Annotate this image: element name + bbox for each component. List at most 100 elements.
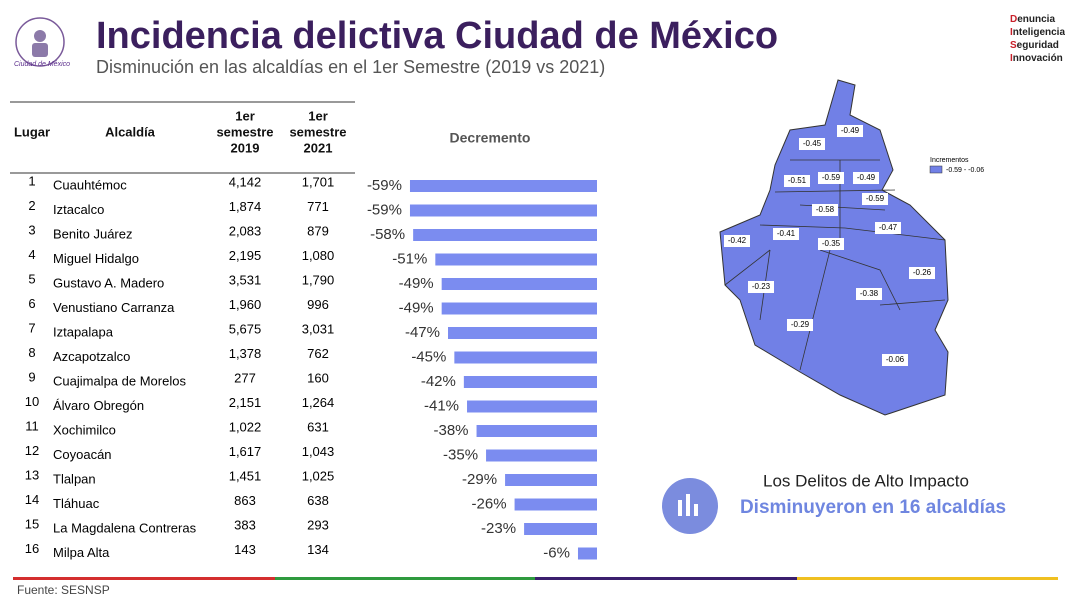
- alcaldia: Gustavo A. Madero: [53, 275, 164, 290]
- title: Incidencia delictiva Ciudad de México: [96, 15, 778, 57]
- value-2021: 1,025: [302, 468, 335, 483]
- bar-label: -59%: [367, 177, 402, 194]
- bar-label: -58%: [370, 226, 405, 243]
- map-label-box: [818, 238, 844, 250]
- bar: [435, 253, 597, 266]
- bar-label: -6%: [543, 544, 570, 561]
- map: -0.49 -0.45 -0.51 -0.59 -0.49 -0.59 -0.58 -0.42…: [719, 79, 984, 416]
- alcaldia: Tláhuac: [53, 496, 100, 511]
- alcaldia: Álvaro Obregón: [53, 398, 144, 413]
- bar-label: -45%: [411, 348, 446, 365]
- alcaldia: Cuauhtémoc: [53, 177, 127, 192]
- map-label: -0.51: [788, 176, 807, 185]
- column-header: semestre: [216, 124, 273, 139]
- map-label-box: [724, 235, 750, 247]
- bar: [409, 180, 597, 192]
- bars-title: Decremento: [450, 130, 531, 146]
- footer-stripe: [13, 577, 275, 580]
- column-header: Lugar: [14, 124, 50, 139]
- column-header: 2019: [231, 140, 260, 155]
- icon-bar: [686, 494, 690, 516]
- bar: [441, 302, 597, 315]
- bar: [524, 523, 597, 535]
- rank: 1: [28, 173, 35, 188]
- bar-label: -59%: [367, 201, 402, 218]
- map-label-box: [882, 354, 908, 366]
- callout-line1: Los Delitos de Alto Impacto: [763, 471, 969, 490]
- alcaldia: Miguel Hidalgo: [53, 251, 139, 266]
- map-label: -0.38: [860, 289, 879, 298]
- map-label-box: [784, 175, 810, 187]
- value-2021: 631: [307, 419, 329, 434]
- map-label: -0.26: [913, 268, 932, 277]
- map-label-box: [862, 193, 888, 205]
- value-2019: 1,451: [229, 468, 262, 483]
- alcaldia: Benito Juárez: [53, 226, 133, 241]
- value-2019: 143: [234, 542, 256, 557]
- map-border: [759, 224, 846, 229]
- map-border: [724, 249, 771, 286]
- legend-title: Incrementos: [930, 157, 969, 164]
- map-label-box: [875, 222, 901, 234]
- value-2019: 4,142: [229, 174, 262, 189]
- map-label: -0.41: [777, 229, 796, 238]
- logo-ring: [15, 17, 65, 67]
- map-label-box: [773, 228, 799, 240]
- map-border: [774, 189, 896, 193]
- rank: 16: [25, 541, 39, 556]
- column-header: Alcaldía: [105, 124, 156, 139]
- column-header: 1er: [235, 108, 255, 123]
- rank: 11: [25, 418, 39, 433]
- alcaldia: La Magdalena Contreras: [53, 520, 197, 535]
- bar: [463, 376, 597, 388]
- bar: [476, 425, 597, 437]
- bar-label: -49%: [399, 299, 434, 316]
- bar: [467, 400, 597, 413]
- map-border: [799, 249, 831, 371]
- subtitle: Disminución en las alcaldías en el 1er S…: [96, 57, 605, 77]
- value-2019: 277: [234, 370, 256, 385]
- value-2021: 3,031: [302, 321, 335, 336]
- bar: [409, 204, 597, 217]
- value-2019: 5,675: [229, 321, 262, 336]
- map-label-box: [909, 267, 935, 279]
- map-label: -0.47: [879, 223, 898, 232]
- alcaldia: Venustiano Carranza: [53, 300, 175, 315]
- map-label-box: [818, 172, 844, 184]
- brand-word: Innovación: [1010, 53, 1063, 64]
- icon-bar: [694, 504, 698, 516]
- alcaldia: Azcapotzalco: [53, 349, 130, 364]
- rank: 4: [28, 247, 35, 262]
- icon-bar: [678, 500, 682, 516]
- bar: [454, 351, 597, 364]
- alcaldia: Tlalpan: [53, 471, 96, 486]
- bar-label: -51%: [392, 250, 427, 267]
- map-label-box: [787, 319, 813, 331]
- value-2019: 2,151: [229, 395, 262, 410]
- map-label: -0.06: [886, 355, 905, 364]
- map-label-box: [837, 125, 863, 137]
- rank: 8: [28, 345, 35, 360]
- value-2019: 1,960: [229, 297, 262, 312]
- alcaldia: Iztacalco: [53, 202, 104, 217]
- map-border: [819, 249, 901, 311]
- rank: 13: [25, 467, 39, 482]
- value-2021: 1,701: [302, 174, 335, 189]
- logo-body: [32, 43, 48, 57]
- map-label-box: [799, 138, 825, 150]
- value-2019: 863: [234, 493, 256, 508]
- bar: [441, 278, 597, 290]
- alcaldia: Cuajimalpa de Morelos: [53, 373, 186, 388]
- value-2021: 293: [307, 517, 329, 532]
- map-label-box: [856, 288, 882, 300]
- rank: 5: [28, 271, 35, 286]
- map-label: -0.23: [752, 282, 771, 291]
- value-2021: 1,790: [302, 272, 335, 287]
- bar-label: -42%: [421, 373, 456, 390]
- bar: [486, 449, 597, 462]
- value-2021: 638: [307, 493, 329, 508]
- rank: 6: [28, 296, 35, 311]
- map-label: -0.59: [822, 173, 841, 182]
- footer-stripe: [797, 577, 1058, 580]
